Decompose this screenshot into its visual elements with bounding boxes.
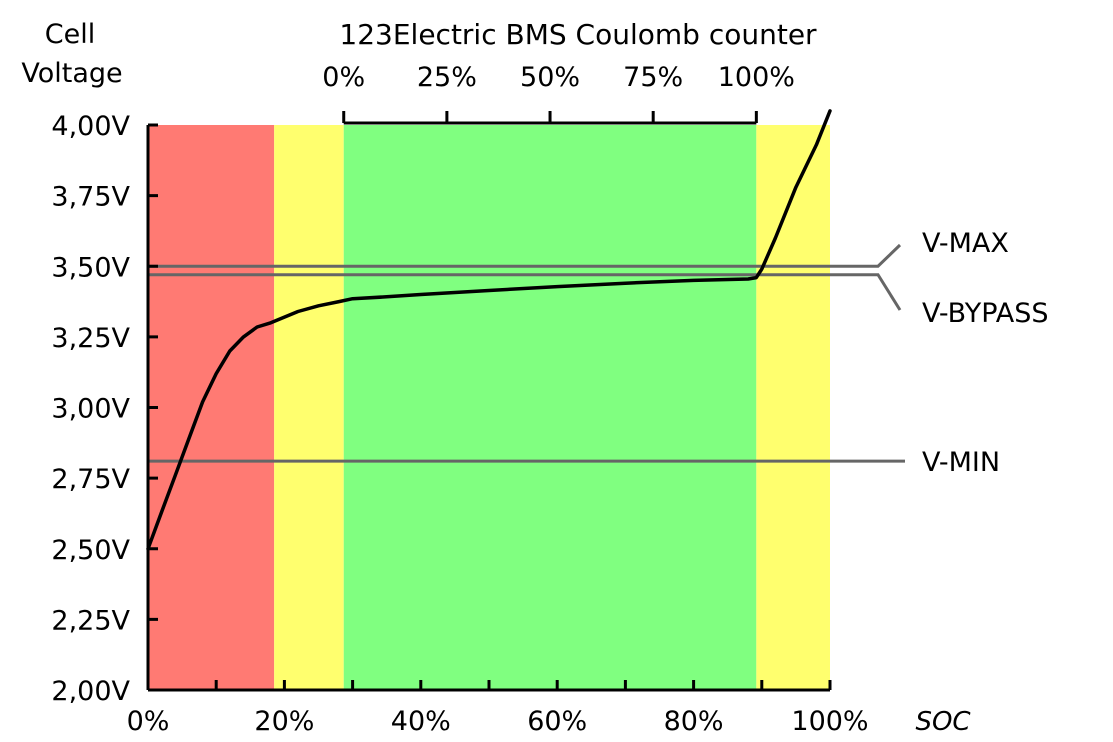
x-tick-label-1: 20%	[254, 706, 314, 737]
y-tick-label-8: 4,00V	[51, 111, 130, 142]
curve-layer	[146, 109, 832, 551]
counter-tick-label-2: 50%	[520, 62, 580, 93]
y-tick-label-5: 3,25V	[51, 323, 130, 354]
y-tick-label-7: 3,75V	[51, 182, 130, 213]
y-axis-label-line1: Cell	[45, 19, 95, 50]
chart-title: 123Electric BMS Coulomb counter	[339, 18, 817, 51]
axes-layer: 2,00V 2,25V 2,50V 2,75V 3,00V 3,25V 3,50V 3,75V…	[51, 111, 868, 737]
x-tick-label-4: 80%	[664, 706, 724, 737]
soc-zone-2	[343, 125, 757, 690]
x-axis-label: SOC	[915, 707, 971, 737]
v-max-label: V-MAX	[922, 228, 1009, 259]
reference-lines-layer: V-MAX V-BYPASS V-MIN	[148, 228, 1049, 478]
zones-layer	[148, 125, 830, 690]
soc-zone-0	[148, 125, 275, 690]
y-tick-label-2: 2,50V	[51, 535, 130, 566]
counter-tick-label-0: 0%	[322, 62, 365, 93]
soc-zone-3	[756, 125, 830, 690]
x-tick-label-5: 100%	[791, 706, 868, 737]
y-tick-label-3: 2,75V	[51, 464, 130, 495]
y-tick-label-4: 3,00V	[51, 394, 130, 425]
y-tick-label-0: 2,00V	[51, 676, 130, 707]
v-bypass-line	[148, 273, 902, 311]
counter-tick-label-3: 75%	[623, 62, 683, 93]
voltage-curve	[146, 109, 832, 551]
x-tick-label-3: 60%	[527, 706, 587, 737]
y-tick-label-6: 3,50V	[51, 252, 130, 283]
counter-tick-label-1: 25%	[417, 62, 477, 93]
counter-tick-label-4: 100%	[718, 62, 795, 93]
coulomb-counter-scale: 0% 25% 50% 75% 100%	[322, 62, 795, 125]
v-bypass-label: V-BYPASS	[922, 298, 1049, 329]
y-axis-label-line2: Voltage	[21, 58, 122, 89]
soc-zone-1	[274, 125, 344, 690]
v-max-line	[148, 243, 902, 268]
x-tick-label-2: 40%	[391, 706, 451, 737]
y-tick-label-1: 2,25V	[51, 605, 130, 636]
x-tick-label-0: 0%	[127, 706, 170, 737]
v-min-label: V-MIN	[922, 447, 1000, 478]
